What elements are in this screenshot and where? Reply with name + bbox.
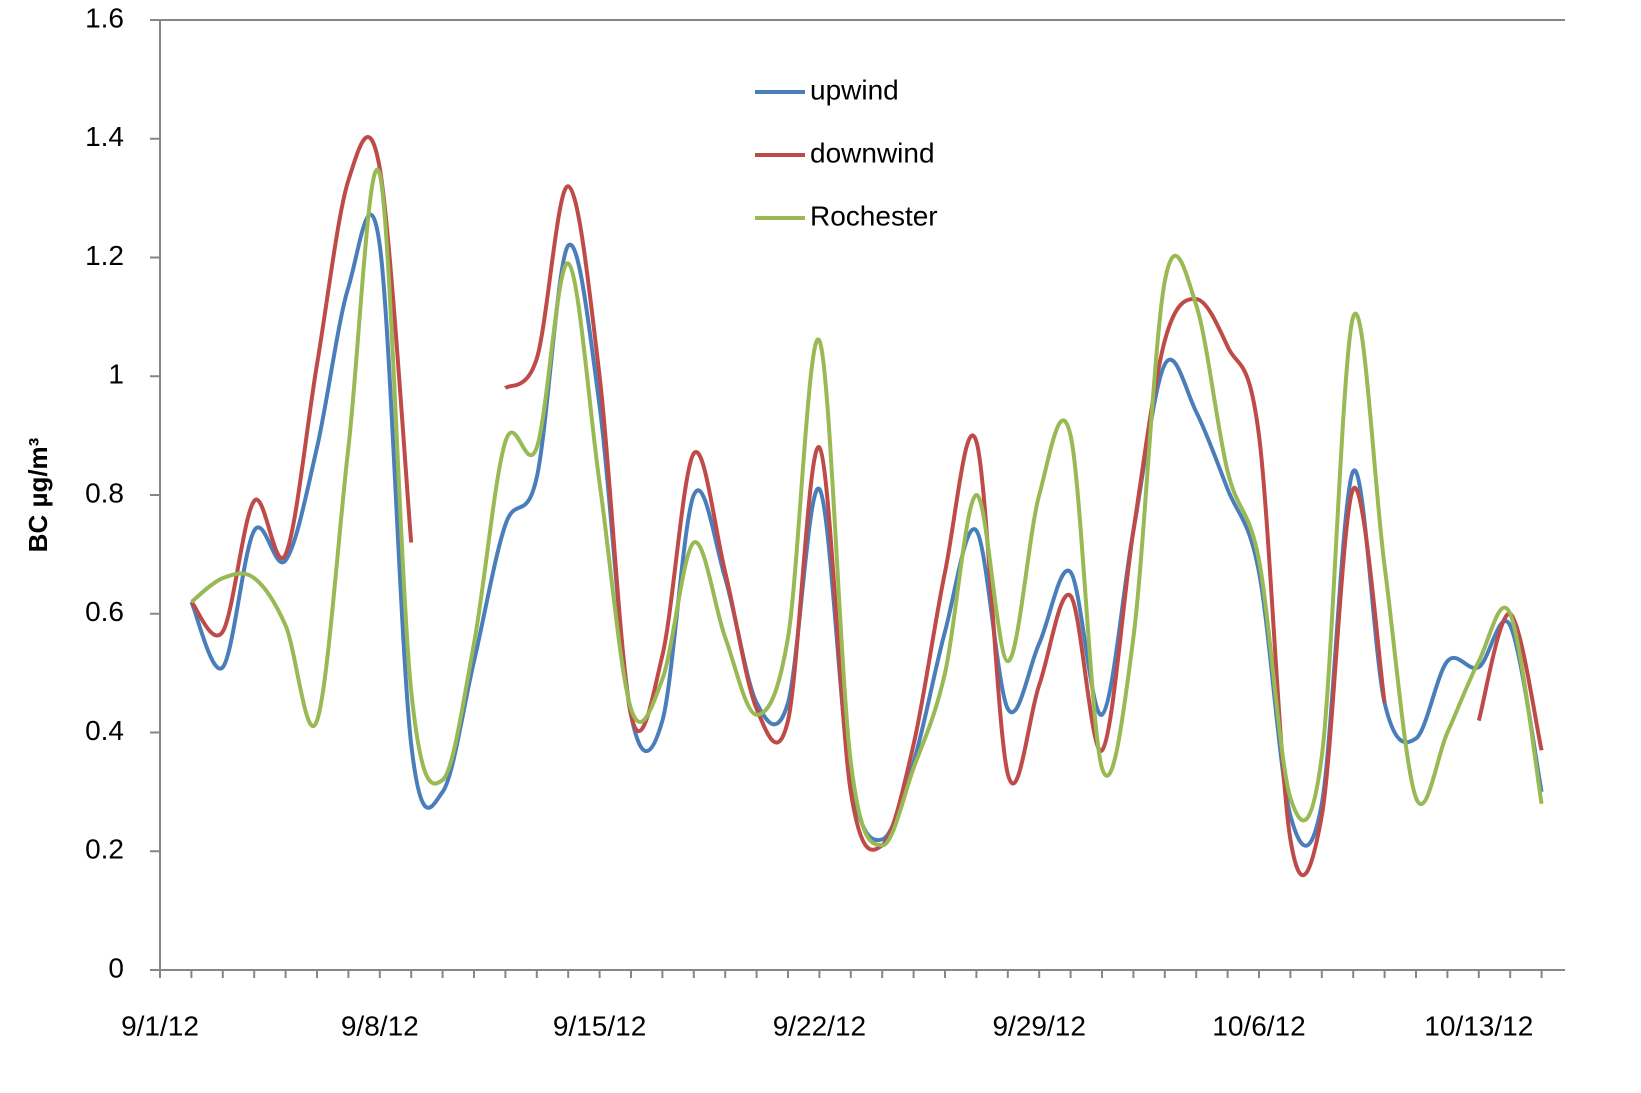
x-tick-label: 10/6/12 xyxy=(1212,1010,1305,1041)
legend-label: upwind xyxy=(810,74,899,105)
y-tick-label: 0.4 xyxy=(85,715,124,746)
y-tick-label: 0.2 xyxy=(85,834,124,865)
x-tick-label: 9/22/12 xyxy=(773,1010,866,1041)
legend-label: downwind xyxy=(810,137,935,168)
y-tick-label: 1.2 xyxy=(85,240,124,271)
y-tick-label: 1 xyxy=(108,359,124,390)
x-tick-label: 9/15/12 xyxy=(553,1010,646,1041)
x-tick-label: 9/29/12 xyxy=(992,1010,1085,1041)
legend-label: Rochester xyxy=(810,200,938,231)
y-tick-label: 0.6 xyxy=(85,596,124,627)
y-tick-label: 1.6 xyxy=(85,2,124,33)
x-tick-label: 9/1/12 xyxy=(121,1010,199,1041)
series-line xyxy=(190,167,1544,848)
y-tick-label: 1.4 xyxy=(85,121,124,152)
y-tick-label: 0 xyxy=(108,952,124,983)
y-axis-label: BC µg/m³ xyxy=(23,437,53,552)
x-tick-label: 9/8/12 xyxy=(341,1010,419,1041)
x-tick-label: 10/13/12 xyxy=(1424,1010,1533,1041)
y-tick-label: 0.8 xyxy=(85,477,124,508)
